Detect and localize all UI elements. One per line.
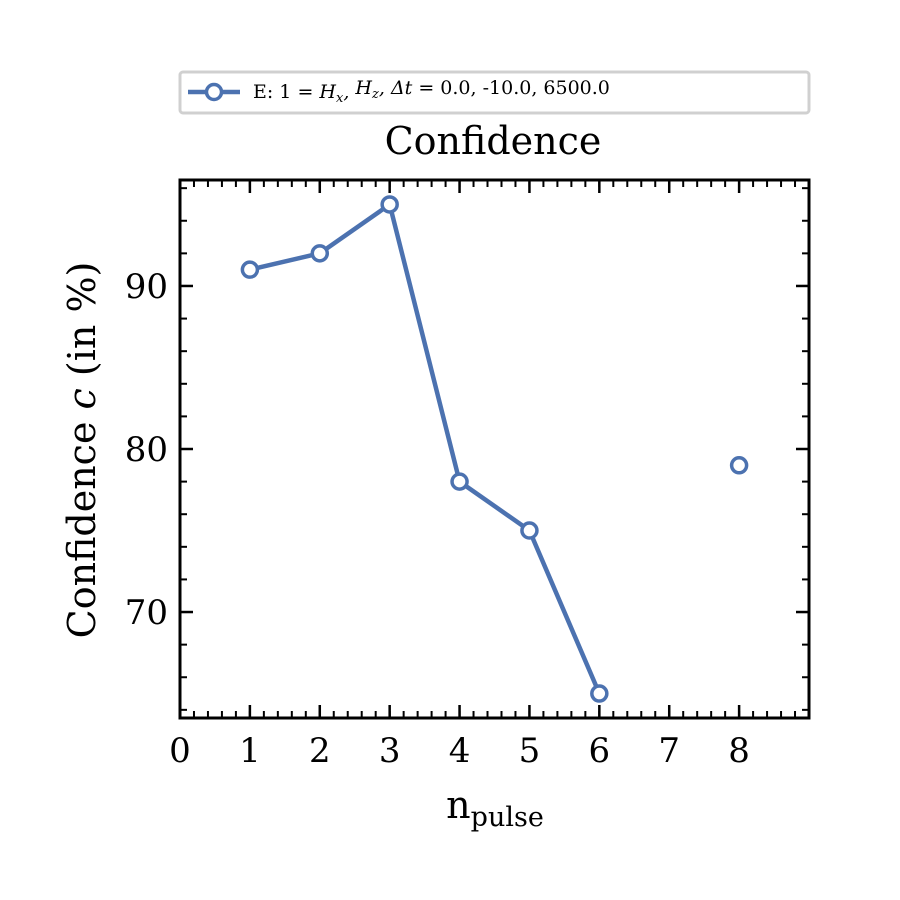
data-point-marker: [729, 456, 749, 475]
x-tick-label: 2: [309, 731, 331, 771]
minor-ticks: [179, 180, 810, 718]
y-axis-label: Confidence c (in %): [60, 262, 104, 639]
legend-math-text: H: [318, 81, 336, 103]
x-tick-label: 4: [449, 731, 471, 771]
legend-math-subscript: z: [371, 87, 379, 102]
x-axis-label: npulse: [446, 783, 544, 833]
legend: E: 1 = Hx, Hz, Δt = 0.0, -10.0, 6500.0: [178, 70, 811, 115]
x-tick-label: 3: [379, 731, 401, 771]
plot-frame: [178, 178, 811, 720]
legend-math-text: ,: [343, 81, 355, 103]
x-tick-label: 7: [658, 731, 680, 771]
legend-math-text: H: [354, 77, 372, 99]
x-tick-labels: 0 1 2 3 4 5 6 7 8: [169, 731, 750, 771]
y-tick-label: 70: [125, 593, 168, 633]
y-tick-label: 80: [125, 430, 168, 470]
data-point-marker: [450, 472, 469, 491]
data-point-marker: [380, 195, 399, 214]
x-tick-label: 5: [519, 731, 541, 771]
x-tick-label: 1: [239, 731, 261, 771]
y-tick-labels: 70 80 90: [125, 267, 168, 633]
data-point-marker: [310, 244, 330, 263]
legend-frame: [178, 70, 811, 115]
legend-math-text: , Δt =: [379, 77, 440, 99]
x-tick-label: 8: [728, 731, 750, 771]
major-ticks: [178, 180, 809, 718]
data-point-marker: [520, 521, 539, 540]
y-tick-label: 90: [125, 267, 168, 307]
series-line: [249, 202, 602, 695]
legend-marker-swatch: [204, 82, 224, 102]
data-point-marker: [240, 260, 260, 279]
series-layer: [240, 195, 749, 703]
x-tick-label: 0: [169, 731, 191, 771]
data-point-marker: [590, 684, 609, 703]
legend-math-subscript: x: [336, 91, 344, 106]
legend-entry-label: E: 1 = Hx, Hz, Δt = 0.0, -10.0, 6500.0: [253, 77, 610, 106]
chart-title: Confidence: [385, 119, 602, 163]
x-tick-label: 6: [589, 731, 611, 771]
